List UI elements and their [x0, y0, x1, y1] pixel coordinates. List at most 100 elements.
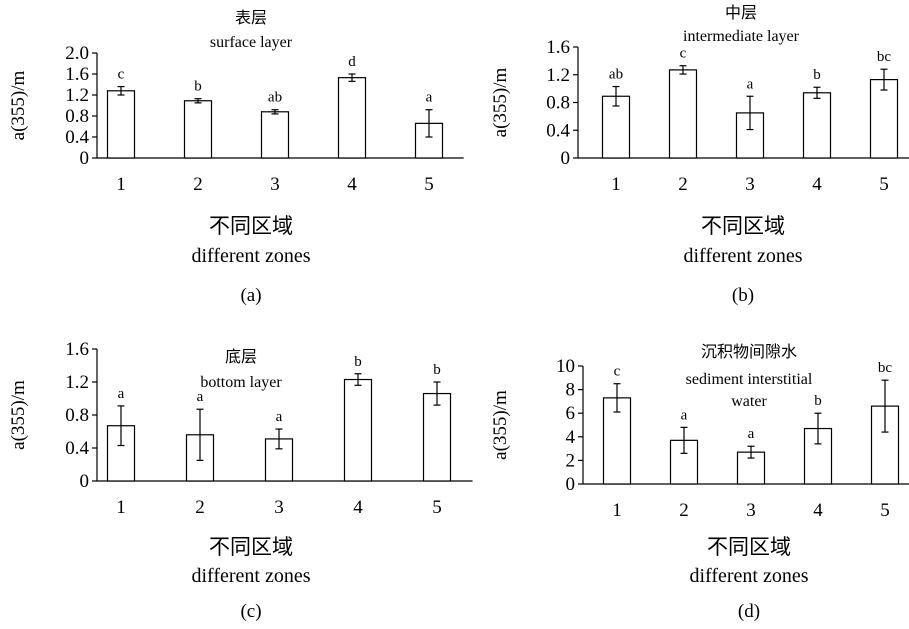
significance-label: a [747, 76, 754, 92]
significance-label: b [354, 354, 362, 370]
x-tick-label: 3 [746, 500, 756, 521]
y-tick-label: 0 [80, 471, 90, 492]
x-tick-label: 2 [195, 497, 205, 518]
bar [260, 111, 290, 159]
chart-title: 沉积物间隙水 [701, 343, 797, 361]
x-axis-label: 不同区域 [707, 535, 791, 559]
significance-label: c [680, 46, 687, 62]
significance-label: a [681, 407, 688, 423]
significance-label: b [814, 393, 822, 409]
x-axis-label: 不同区域 [209, 214, 293, 238]
x-tick-label: 1 [611, 174, 621, 195]
y-tick-label: 0.4 [65, 127, 89, 148]
significance-label: ab [609, 67, 623, 83]
significance-label: b [194, 79, 202, 95]
y-tick-label: 2.0 [65, 43, 89, 64]
x-tick-label: 1 [116, 497, 126, 518]
bar [337, 77, 367, 159]
x-tick-label: 2 [193, 174, 203, 195]
x-tick-label: 4 [813, 500, 823, 521]
x-axis-label: 不同区域 [209, 535, 293, 559]
y-tick-label: 0.8 [546, 93, 570, 114]
x-tick-label: 1 [116, 174, 126, 195]
significance-label: c [614, 364, 621, 380]
bar [106, 90, 136, 159]
x-tick-label: 5 [879, 174, 889, 195]
significance-label: a [118, 386, 125, 402]
significance-label: a [426, 90, 433, 106]
panel-label: (d) [738, 601, 760, 622]
significance-label: d [348, 54, 356, 70]
y-tick-label: 4 [566, 427, 576, 448]
y-axis-label: a(355)/m [490, 390, 511, 460]
bar [668, 69, 698, 159]
x-tick-label: 3 [274, 497, 284, 518]
y-tick-label: 1.2 [65, 372, 89, 393]
significance-label: bc [877, 49, 892, 65]
y-tick-label: 1.2 [546, 65, 570, 86]
x-axis-label-en: different zones [689, 565, 808, 587]
x-tick-label: 1 [612, 500, 622, 521]
significance-label: bc [878, 360, 893, 376]
y-tick-label: 10 [556, 356, 575, 377]
chart-panel-4: 0246810a(355)/mc1a2a3b4bc5沉积物间隙水sediment… [490, 343, 909, 622]
significance-label: b [813, 67, 821, 83]
bar [183, 100, 213, 159]
x-tick-label: 2 [679, 500, 689, 521]
y-tick-label: 0 [80, 148, 90, 169]
y-tick-label: 6 [566, 403, 576, 424]
y-tick-label: 0 [561, 148, 571, 169]
y-tick-label: 2 [566, 450, 576, 471]
y-tick-label: 1.6 [546, 37, 570, 58]
y-axis-label: a(355)/m [490, 67, 511, 137]
x-tick-label: 2 [678, 174, 688, 195]
y-tick-label: 0.4 [546, 120, 570, 141]
chart-subtitle: bottom layer [200, 374, 282, 391]
y-tick-label: 1.2 [65, 85, 89, 106]
significance-label: b [433, 362, 441, 378]
x-tick-label: 4 [353, 497, 363, 518]
y-tick-label: 0 [566, 474, 576, 495]
x-tick-label: 5 [432, 497, 442, 518]
y-tick-label: 0.8 [65, 106, 89, 127]
x-tick-label: 5 [880, 500, 890, 521]
y-axis-label: a(355)/m [8, 380, 29, 450]
x-tick-label: 4 [812, 174, 822, 195]
panel-label: (c) [240, 601, 261, 622]
bar [343, 378, 373, 482]
significance-label: a [748, 426, 755, 442]
x-tick-label: 5 [424, 174, 434, 195]
y-tick-label: 1.6 [65, 339, 89, 360]
chart-subtitle: intermediate layer [683, 28, 800, 45]
y-tick-label: 0.4 [65, 438, 89, 459]
significance-label: ab [268, 90, 282, 106]
chart-title: 底层 [225, 348, 257, 366]
x-tick-label: 3 [745, 174, 755, 195]
panel-label: (b) [732, 285, 754, 306]
significance-label: c [118, 67, 125, 83]
chart-panel-2: 0 0.4 0.8 1.2 1.6 a(355)/m ab 1 c 2 a 3 b 4 bc 5 中层 inter… [490, 4, 909, 306]
y-tick-label: 8 [566, 380, 576, 401]
y-tick-label: 1.6 [65, 64, 89, 85]
chart-subtitle: surface layer [210, 34, 293, 51]
x-tick-label: 3 [270, 174, 280, 195]
significance-label: a [197, 389, 204, 405]
x-axis-label: 不同区域 [701, 214, 785, 238]
x-tick-label: 4 [347, 174, 357, 195]
y-tick-label: 0.8 [65, 405, 89, 426]
chart-subtitle: sediment interstitial water [686, 371, 813, 410]
bar [869, 79, 899, 159]
chart-title: 表层 [235, 9, 267, 27]
panel-label: (a) [240, 285, 261, 306]
chart-panel-3: 0 0.4 0.8 1.2 1.6 a(355)/m a 1 a 2 a 3 b 4 b 5 底层 bottom … [8, 339, 473, 622]
bar [422, 392, 452, 482]
chart-panel-1: 00.40.81.21.62.0 a(355)/m c 1 b 2 ab 3 d 4 a 5 表层 sur… [8, 9, 464, 306]
y-axis-label: a(355)/m [8, 70, 29, 140]
chart-title: 中层 [725, 4, 757, 22]
significance-label: a [276, 409, 283, 425]
x-axis-label-en: different zones [683, 245, 802, 267]
x-axis-label-en: different zones [191, 245, 310, 267]
x-axis-label-en: different zones [191, 565, 310, 587]
bar [802, 92, 832, 159]
